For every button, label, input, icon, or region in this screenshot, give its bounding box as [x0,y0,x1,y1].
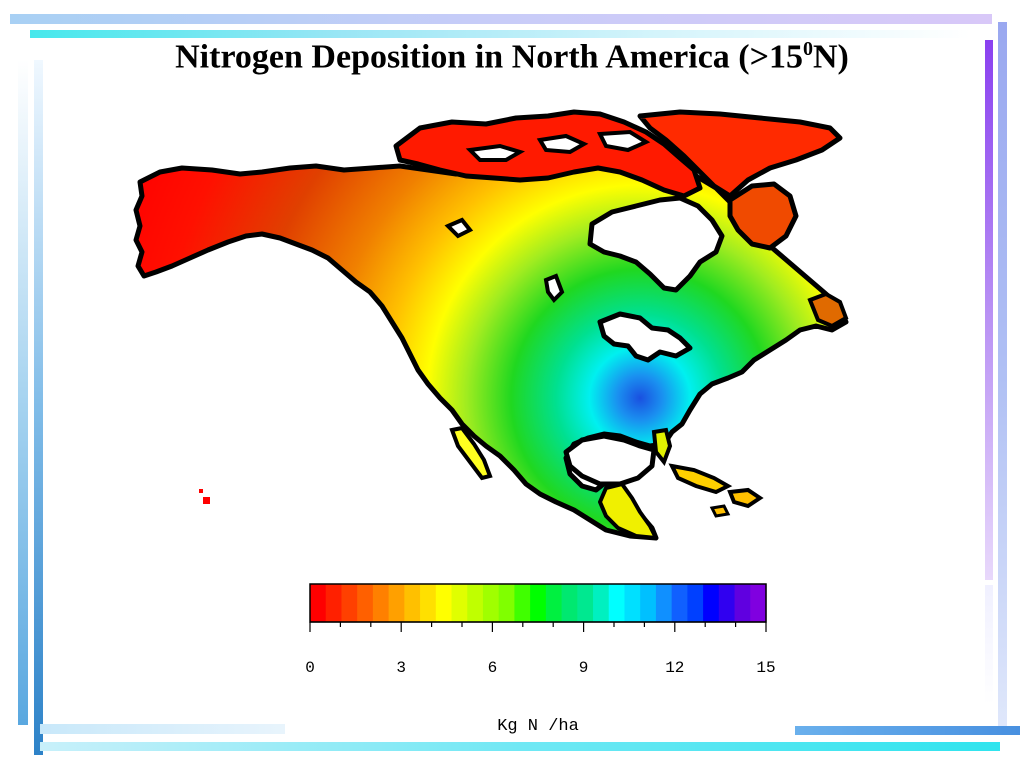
colorbar-cell [451,584,468,622]
great-slave-lake [444,217,474,239]
colorbar-cells [310,584,767,622]
colorbar-tick-labels: 0 3 6 9 12 15 [305,659,775,677]
arctic-channel-2 [536,133,589,155]
colorbar-cell [514,584,531,622]
colorbar-cell [624,584,641,622]
slide-title: Nitrogen Deposition in North America (>1… [0,38,1024,76]
colorbar-tick-label: 15 [756,659,775,677]
title-main: Nitrogen Deposition in North America (>1… [175,38,803,76]
arctic-channel-3 [596,129,651,153]
right-bar-lower [985,585,993,705]
newfoundland [807,291,849,329]
colorbar-cell [325,584,343,622]
hawaii-island-1 [199,489,203,493]
colorbar-cell [482,584,500,622]
arctic-island-east [637,109,843,199]
lake-winnipeg [543,273,565,304]
colorbar-cell [593,584,610,622]
baffin-island [727,181,799,251]
colorbar-cell [341,584,358,622]
colorbar-cell [498,584,516,622]
colorbar-tick-label: 12 [665,659,684,677]
colorbar-ticks [309,621,767,632]
hawaii-island-2 [203,497,210,504]
left-bar-outer [18,60,28,725]
colorbar-cell [655,584,673,622]
bottom-bar-right [795,726,1020,735]
hispaniola [727,487,764,509]
colorbar-unit-label: Kg N /ha [497,717,579,736]
bottom-bar-left [40,724,285,734]
colorbar-cell [561,584,578,622]
colorbar-cell [577,584,594,622]
colorbar-tick-label: 3 [396,659,406,677]
colorbar-cell [435,584,453,622]
right-bar-inner [985,40,993,580]
colorbar-cell [687,584,704,622]
top-accent-bar [30,30,970,38]
colorbar-cell [750,584,767,622]
florida [651,427,673,466]
gulf-of-mexico [563,433,657,487]
hudson-bay [587,195,725,293]
colorbar-tick-label: 9 [579,659,589,677]
colorbar-cell [310,584,327,622]
colorbar-cell [671,584,688,622]
colorbar-cell [420,584,437,622]
colorbar-tick-label: 0 [305,659,315,677]
left-bar-inner [34,60,43,755]
title-superscript: 0 [802,38,813,60]
colorbar-tick-label: 6 [488,659,498,677]
colorbar-cell [734,584,751,622]
colorbar-cell [357,584,374,622]
great-lakes [597,311,693,363]
colorbar-cell [640,584,657,622]
colorbar-cell [404,584,421,622]
bottom-accent-bar [40,742,1000,751]
title-end: N) [812,38,849,76]
colorbar-cell [467,584,484,622]
colorbar-cell [608,584,626,622]
colorbar-cell [545,584,563,622]
right-bar-outer [998,22,1007,732]
colorbar-cell [530,584,547,622]
colorbar-svg: 0 3 6 9 12 15 Kg N /ha [305,583,776,736]
top-bar-left [10,14,992,24]
colorbar-cell [703,584,720,622]
arctic-channel-1 [465,143,526,162]
caribbean-islets [709,504,731,518]
central-america [598,482,658,540]
baja-california [449,425,493,481]
colorbar-legend: 0 3 6 9 12 15 Kg N /ha [300,578,790,738]
cuba [668,463,733,495]
colorbar-cell [388,584,405,622]
colorbar-cell [718,584,736,622]
colorbar-cell [372,584,390,622]
